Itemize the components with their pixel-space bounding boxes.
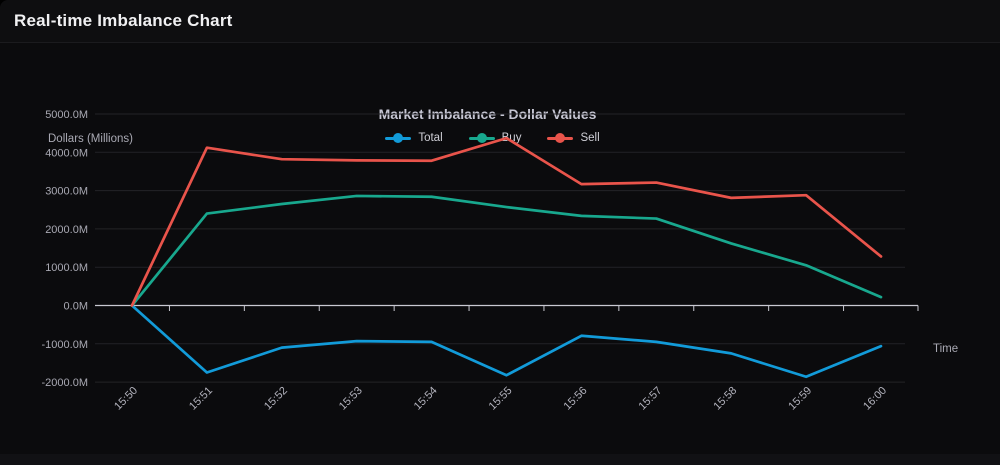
imbalance-chart-panel: Market Imbalance - Dollar Values Total B…	[0, 44, 1000, 453]
y-axis-title: Dollars (Millions)	[48, 133, 133, 145]
x-tick-label: 15:59	[786, 385, 814, 413]
legend-item-buy[interactable]: Buy	[468, 132, 522, 144]
buy-series-line	[130, 194, 883, 307]
page-header: Real-time Imbalance Chart	[0, 0, 1000, 43]
sell-series-line	[130, 136, 883, 307]
y-tick-label: 2000.0M	[45, 224, 88, 236]
footer-strip	[0, 454, 1000, 465]
legend-item-total[interactable]: Total	[385, 132, 443, 144]
y-tick-label: -2000.0M	[42, 377, 88, 389]
x-tick-label: 15:55	[487, 385, 515, 413]
x-tick-label: 15:53	[337, 385, 365, 413]
chart-plot: 5000.0M 4000.0M 3000.0M 2000.0M 1000.0M 0.0M -…	[42, 109, 919, 413]
buy-line-marker-icon	[468, 132, 495, 144]
total-line-marker-icon	[385, 132, 412, 144]
x-tick-label: 15:50	[112, 385, 140, 413]
sell-line-marker-icon	[547, 132, 574, 144]
legend-item-sell[interactable]: Sell	[547, 132, 600, 144]
x-tick-label: 16:00	[861, 385, 889, 413]
legend-label-sell: Sell	[580, 132, 600, 144]
y-tick-label: 5000.0M	[45, 109, 88, 121]
x-tick-label: 15:58	[711, 385, 739, 413]
x-tick-label: 15:54	[412, 385, 440, 413]
x-tick-label: 15:52	[262, 385, 290, 413]
x-tick-label: 15:51	[187, 385, 215, 413]
x-axis-title: Time	[933, 343, 959, 355]
y-tick-label: 1000.0M	[45, 262, 88, 274]
legend-label-buy: Buy	[501, 132, 522, 144]
legend-label-total: Total	[418, 132, 443, 144]
y-tick-label: 4000.0M	[45, 147, 88, 159]
y-tick-label: 0.0M	[64, 301, 88, 313]
chart-legend: Total Buy Sell	[0, 132, 985, 144]
y-tick-label: 3000.0M	[45, 186, 88, 198]
x-tick-label: 15:57	[636, 385, 664, 413]
total-series-line	[130, 304, 883, 379]
page-title: Real-time Imbalance Chart	[14, 11, 233, 30]
x-tick-label: 15:56	[562, 385, 590, 413]
y-tick-label: -1000.0M	[42, 339, 88, 351]
